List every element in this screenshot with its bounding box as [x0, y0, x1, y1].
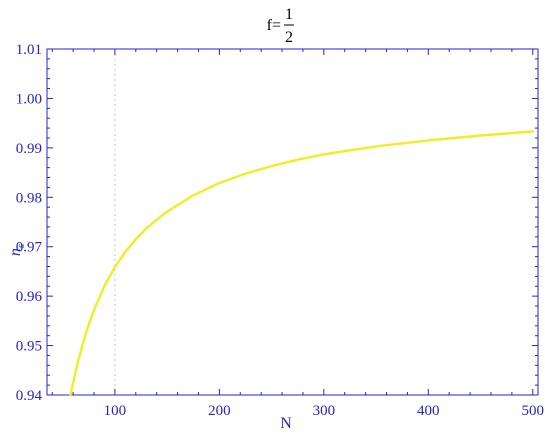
- title-numerator: 1: [285, 6, 293, 23]
- tick-layer: 100 200 300 400 500 0.94 0.95 0.96 0.97 0.98 0.99 1…: [16, 42, 544, 419]
- y-tick-label: 0.94: [16, 388, 43, 404]
- x-tick-label: 100: [104, 403, 127, 419]
- chart-title: f= 1 2: [267, 6, 294, 46]
- series-line: [69, 130, 534, 397]
- x-tick-label: 200: [208, 403, 231, 419]
- y-tick-label: 1.00: [16, 91, 42, 107]
- svg-text:ns: ns: [7, 244, 27, 256]
- y-tick-label: 1.01: [16, 42, 42, 58]
- y-tick-label: 0.98: [16, 190, 42, 206]
- series-layer: [69, 130, 534, 397]
- y-tick-label: 0.99: [16, 141, 42, 157]
- x-tick-label: 500: [522, 403, 545, 419]
- x-tick-label: 400: [417, 403, 440, 419]
- plot-border: [46, 48, 539, 396]
- y-tick-label: 0.97: [16, 240, 43, 256]
- y-axis-label-main: n: [7, 248, 24, 256]
- y-axis-label-subscript: s: [15, 244, 27, 248]
- x-axis-label: N: [280, 415, 292, 432]
- title-denominator: 2: [285, 29, 293, 46]
- y-tick-label: 0.95: [16, 339, 42, 355]
- y-tick-label: 0.96: [16, 289, 43, 305]
- y-axis-label: ns: [7, 244, 27, 256]
- title-prefix: f=: [267, 17, 281, 34]
- x-tick-label: 300: [313, 403, 336, 419]
- plot-frame: [46, 48, 539, 396]
